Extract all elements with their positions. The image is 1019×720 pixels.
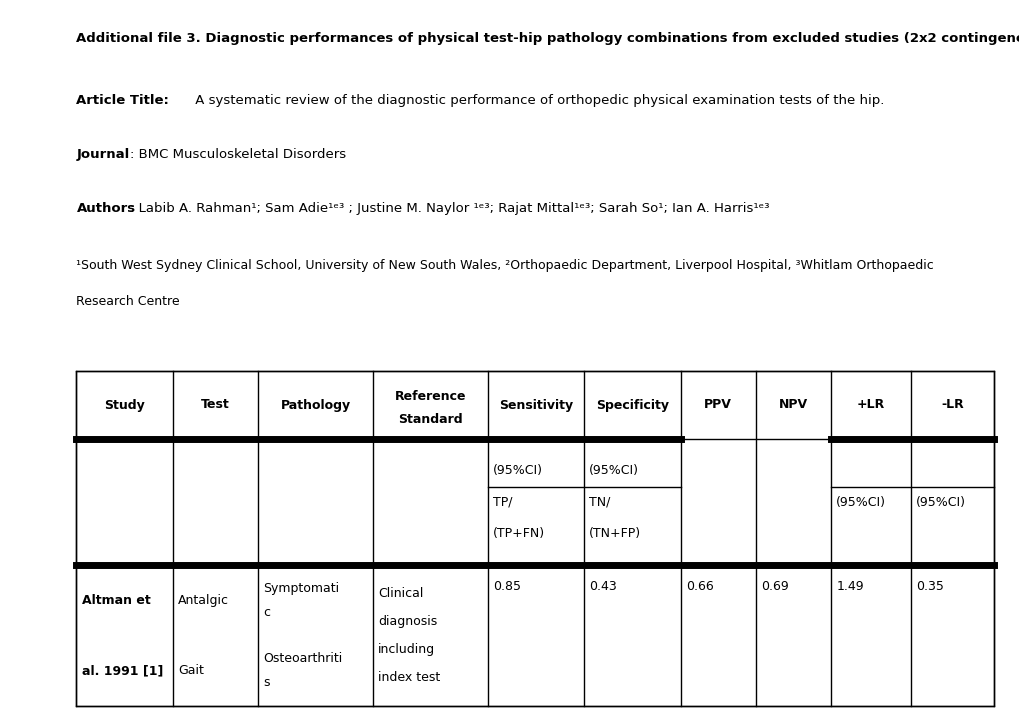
Text: (TP+FN): (TP+FN): [492, 527, 544, 540]
Text: 0.43: 0.43: [589, 580, 616, 593]
Text: Test: Test: [201, 398, 229, 412]
Text: Standard: Standard: [397, 413, 463, 426]
Text: Pathology: Pathology: [280, 398, 351, 412]
Text: Journal: Journal: [76, 148, 129, 161]
Text: Sensitivity: Sensitivity: [498, 398, 573, 412]
Text: Authors: Authors: [76, 202, 136, 215]
Text: TP/: TP/: [492, 495, 512, 509]
Text: s: s: [263, 675, 270, 689]
Text: 0.85: 0.85: [492, 580, 521, 593]
Text: 0.35: 0.35: [915, 580, 943, 593]
Text: 0.69: 0.69: [760, 580, 788, 593]
Text: TN/: TN/: [589, 495, 610, 509]
Text: Symptomati: Symptomati: [263, 582, 339, 595]
Text: A systematic review of the diagnostic performance of orthopedic physical examina: A systematic review of the diagnostic pe…: [191, 94, 883, 107]
Text: +LR: +LR: [856, 398, 884, 412]
Text: Gait: Gait: [178, 664, 204, 677]
Text: Specificity: Specificity: [595, 398, 668, 412]
Text: Study: Study: [104, 398, 145, 412]
Text: NPV: NPV: [779, 398, 807, 412]
Text: Altman et: Altman et: [82, 594, 150, 607]
Text: (TN+FP): (TN+FP): [589, 527, 641, 540]
Text: index test: index test: [378, 671, 440, 684]
Text: Research Centre: Research Centre: [76, 295, 180, 308]
Text: PPV: PPV: [703, 398, 732, 412]
Text: : BMC Musculoskeletal Disorders: : BMC Musculoskeletal Disorders: [130, 148, 345, 161]
Text: Additional file 3. Diagnostic performances of physical test-hip pathology combin: Additional file 3. Diagnostic performanc…: [76, 32, 1019, 45]
Text: Clinical: Clinical: [378, 587, 423, 600]
Text: 0.66: 0.66: [685, 580, 712, 593]
Text: Antalgic: Antalgic: [178, 594, 229, 607]
Text: (95%CI): (95%CI): [492, 464, 542, 477]
Text: including: including: [378, 643, 435, 656]
Bar: [76, 371, 994, 706]
Text: al. 1991 [1]: al. 1991 [1]: [82, 664, 163, 677]
Text: (95%CI): (95%CI): [836, 495, 886, 509]
Text: Article Title:: Article Title:: [76, 94, 169, 107]
Text: 1.49: 1.49: [836, 580, 863, 593]
Text: (95%CI): (95%CI): [915, 495, 965, 509]
Text: c: c: [263, 606, 270, 618]
Text: diagnosis: diagnosis: [378, 615, 437, 628]
Text: ¹South West Sydney Clinical School, University of New South Wales, ²Orthopaedic : ¹South West Sydney Clinical School, Univ…: [76, 259, 933, 272]
Text: : Labib A. Rahman¹; Sam Adie¹ᵉ³ ; Justine M. Naylor ¹ᵉ³; Rajat Mittal¹ᵉ³; Sarah : : Labib A. Rahman¹; Sam Adie¹ᵉ³ ; Justin…: [130, 202, 768, 215]
Text: Osteoarthriti: Osteoarthriti: [263, 652, 342, 665]
Text: Reference: Reference: [394, 390, 466, 403]
Text: -LR: -LR: [941, 398, 963, 412]
Text: (95%CI): (95%CI): [589, 464, 639, 477]
